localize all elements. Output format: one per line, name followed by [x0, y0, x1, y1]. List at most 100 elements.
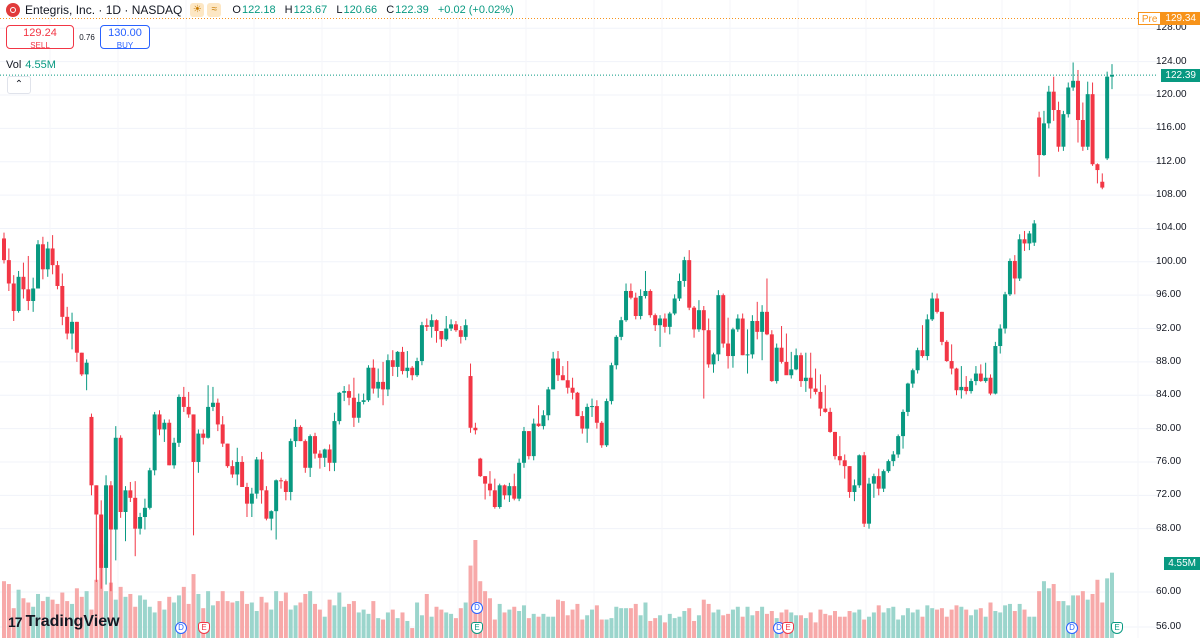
collapse-legend-button[interactable]: ⌃ [7, 76, 31, 94]
low-value: 120.66 [343, 4, 378, 16]
volume-bar [337, 592, 342, 638]
earnings-event-icon[interactable]: E [198, 622, 210, 634]
sell-button[interactable]: 129.24 SELL [6, 25, 74, 50]
candle-body [1017, 239, 1022, 279]
candle-body [798, 355, 803, 382]
volume-bar [633, 603, 638, 638]
candle-body [667, 313, 672, 327]
candle-body [556, 358, 560, 376]
candle-body [259, 459, 264, 491]
y-tick-label: 100.00 [1156, 255, 1187, 267]
candle-body [113, 437, 118, 530]
dividend-event-icon[interactable]: D [471, 602, 483, 614]
volume-bar [842, 616, 847, 638]
last-price-tag: 122.39 [1161, 69, 1200, 83]
volume-bar [356, 612, 361, 638]
candle-body [395, 351, 400, 367]
volume-bar [896, 619, 901, 638]
volume-bar [1085, 599, 1090, 638]
candle-body [1041, 123, 1046, 156]
candle-body [638, 295, 643, 317]
candle-body [424, 325, 429, 327]
volume-bar [463, 602, 468, 638]
buy-button[interactable]: 130.00 BUY [100, 25, 150, 50]
volume-bar [84, 591, 89, 638]
volume-bar [317, 609, 322, 638]
volume-bar [65, 601, 70, 638]
candle-body [687, 260, 692, 308]
candle-body [541, 415, 546, 427]
candle-body [915, 350, 920, 371]
candle-body [609, 365, 614, 402]
volume-bar [113, 599, 118, 638]
candle-body [65, 316, 70, 334]
candle-body [624, 290, 629, 321]
volume-bar [517, 611, 522, 638]
candle-body [313, 436, 318, 454]
volume-bar [381, 619, 386, 638]
sun-icon[interactable]: ☀ [190, 3, 205, 17]
candle-body [590, 406, 595, 408]
candle-body [317, 453, 322, 458]
volume-bar [920, 616, 925, 638]
volume-bar [152, 612, 157, 638]
candle-body [536, 423, 541, 427]
volume-bar [191, 574, 196, 638]
volume-bar [458, 608, 463, 638]
volume-bar [128, 593, 133, 638]
volume-bar [594, 605, 599, 638]
volume-bar [507, 609, 512, 638]
volume-bar [342, 606, 347, 638]
candle-body [560, 375, 565, 381]
candle-body [643, 290, 648, 296]
volume-bar [604, 619, 609, 638]
volume-bar [60, 592, 65, 638]
volume-bar [1003, 605, 1008, 638]
volume-bar [998, 612, 1003, 638]
candle-body [1075, 80, 1080, 121]
candle-body [176, 396, 181, 443]
dividend-event-icon[interactable]: D [1066, 622, 1078, 634]
candle-body [118, 437, 123, 512]
buy-price: 130.00 [108, 27, 142, 39]
volume-bar [964, 609, 969, 638]
volume-bar [730, 609, 735, 638]
dividend-event-icon[interactable]: D [175, 622, 187, 634]
earnings-event-icon[interactable]: E [782, 622, 794, 634]
volume-bar [1100, 602, 1105, 638]
volume-bar [624, 608, 629, 638]
candle-body [60, 285, 65, 317]
candle-body [896, 436, 901, 455]
approx-icon[interactable]: ≈ [207, 3, 222, 17]
volume-bar [215, 601, 220, 638]
volume-bar [653, 618, 658, 638]
candle-body [973, 373, 978, 382]
symbol-title[interactable]: Entegris, Inc. · 1D · NASDAQ [25, 3, 183, 17]
volume-bar [74, 588, 79, 638]
sell-label: SELL [30, 41, 50, 50]
earnings-event-icon[interactable]: E [1111, 622, 1123, 634]
candle-body [478, 458, 483, 477]
candle-body [274, 480, 279, 512]
volume-bar [492, 619, 497, 638]
candle-body [439, 331, 444, 340]
volume-bar [828, 615, 833, 638]
tradingview-logo[interactable]: 17 TradingView [8, 613, 120, 631]
candle-body [191, 414, 196, 462]
volume-bar [36, 593, 41, 638]
candle-body [682, 260, 687, 281]
volume-bar [735, 606, 740, 638]
volume-bar [939, 608, 944, 638]
volume-bar [220, 591, 225, 638]
candle-body [881, 471, 886, 489]
earnings-event-icon[interactable]: E [471, 622, 483, 634]
volume-bar [993, 611, 998, 638]
volume-bar [424, 593, 429, 638]
candle-body [1066, 87, 1071, 115]
volume-bar [347, 603, 352, 638]
candle-body [434, 320, 439, 332]
candle-body [954, 368, 959, 391]
candle-body [26, 289, 31, 301]
volume-bar [876, 605, 881, 638]
